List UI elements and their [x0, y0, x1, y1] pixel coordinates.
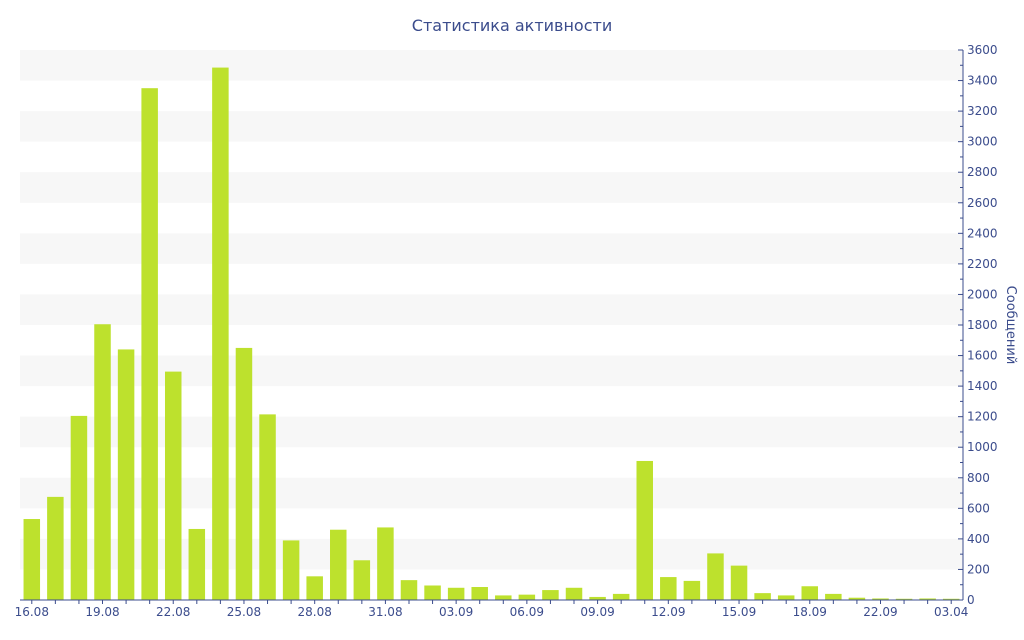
- x-tick-label: 31.08: [368, 605, 402, 619]
- bar: [424, 585, 441, 600]
- bar: [542, 590, 559, 600]
- x-ticks: 16.08 19.08 22.08 25.08 28.08 31.08 03.09 06.09…: [15, 600, 968, 619]
- y-axis-label: Сообщений: [1003, 286, 1018, 365]
- x-tick-label: 16.08: [15, 605, 49, 619]
- grid-band: [20, 233, 963, 264]
- grid-band: [20, 172, 963, 203]
- bar: [825, 593, 842, 600]
- y-tick-label: 2600: [967, 196, 998, 210]
- bar: [23, 519, 41, 600]
- y-tick-label: 1000: [967, 440, 998, 454]
- bar: [47, 496, 64, 601]
- x-tick-label: 03.09: [439, 605, 473, 619]
- x-tick-label: 28.08: [298, 605, 332, 619]
- bar: [777, 595, 795, 600]
- bar: [377, 527, 394, 600]
- y-tick-label: 1800: [967, 318, 998, 332]
- y-tick-label: 3600: [967, 43, 998, 57]
- bar: [259, 414, 276, 601]
- bar: [400, 580, 418, 600]
- bar: [94, 324, 111, 600]
- bar: [70, 415, 88, 600]
- bar: [660, 577, 677, 600]
- y-ticks: 0 200 400 600 800 1000 1200 1400 1600 1800 2000 220…: [958, 43, 998, 607]
- x-tick-label: 18.09: [793, 605, 827, 619]
- bar: [754, 593, 771, 601]
- bar: [117, 349, 135, 600]
- x-tick-label: 22.09: [863, 605, 897, 619]
- x-tick-label: 15.09: [722, 605, 756, 619]
- y-tick-label: 600: [967, 501, 990, 515]
- bar: [565, 587, 583, 600]
- bar: [919, 598, 936, 600]
- x-tick-label: 12.09: [651, 605, 685, 619]
- bar: [306, 576, 323, 600]
- grid-band: [20, 416, 963, 448]
- y-tick-label: 3400: [967, 74, 998, 88]
- chart-title: Статистика активности: [412, 16, 612, 35]
- bar: [589, 596, 606, 600]
- y-tick-label: 800: [967, 471, 990, 485]
- bar: [471, 587, 488, 600]
- bar: [612, 593, 630, 600]
- y-tick-label: 2200: [967, 257, 998, 271]
- y-tick-label: 2400: [967, 226, 998, 240]
- bar: [235, 347, 253, 600]
- bar: [212, 67, 229, 600]
- grid-band: [20, 111, 963, 142]
- bar: [282, 540, 300, 600]
- y-tick-label: 1600: [967, 349, 998, 363]
- grid-band: [20, 355, 963, 387]
- y-tick-label: 1200: [967, 410, 998, 424]
- y-tick-label: 2800: [967, 165, 998, 179]
- y-tick-label: 3200: [967, 104, 998, 118]
- x-tick-label: 22.08: [156, 605, 190, 619]
- bar: [636, 460, 653, 600]
- grid-bands: [20, 50, 963, 570]
- grid-band: [20, 294, 963, 325]
- y-tick-label: 200: [967, 562, 990, 576]
- y-tick-label: 1400: [967, 379, 998, 393]
- bar: [872, 598, 889, 600]
- bars-group: [23, 67, 960, 601]
- bar: [447, 587, 465, 600]
- bar: [164, 371, 182, 600]
- x-tick-label: 06.09: [510, 605, 544, 619]
- bar: [942, 598, 960, 600]
- bar: [188, 528, 206, 600]
- bar: [895, 598, 913, 600]
- bar: [801, 586, 819, 600]
- x-tick-label: 03.04: [934, 605, 968, 619]
- y-tick-label: 0: [967, 593, 975, 607]
- x-tick-label: 19.08: [85, 605, 119, 619]
- bar: [353, 560, 371, 600]
- x-tick-label: 09.09: [580, 605, 614, 619]
- y-tick-label: 3000: [967, 135, 998, 149]
- grid-band: [20, 538, 963, 570]
- bar: [141, 88, 158, 600]
- y-tick-label: 2000: [967, 287, 998, 301]
- x-tick-label: 25.08: [227, 605, 261, 619]
- bar: [518, 594, 536, 600]
- grid-band: [20, 50, 963, 81]
- bar: [683, 580, 701, 600]
- bar: [495, 595, 512, 600]
- bar: [848, 597, 866, 600]
- bar: [707, 553, 724, 600]
- grid-band: [20, 477, 963, 509]
- bar: [730, 565, 748, 601]
- bar: [330, 529, 347, 600]
- y-tick-label: 400: [967, 532, 990, 546]
